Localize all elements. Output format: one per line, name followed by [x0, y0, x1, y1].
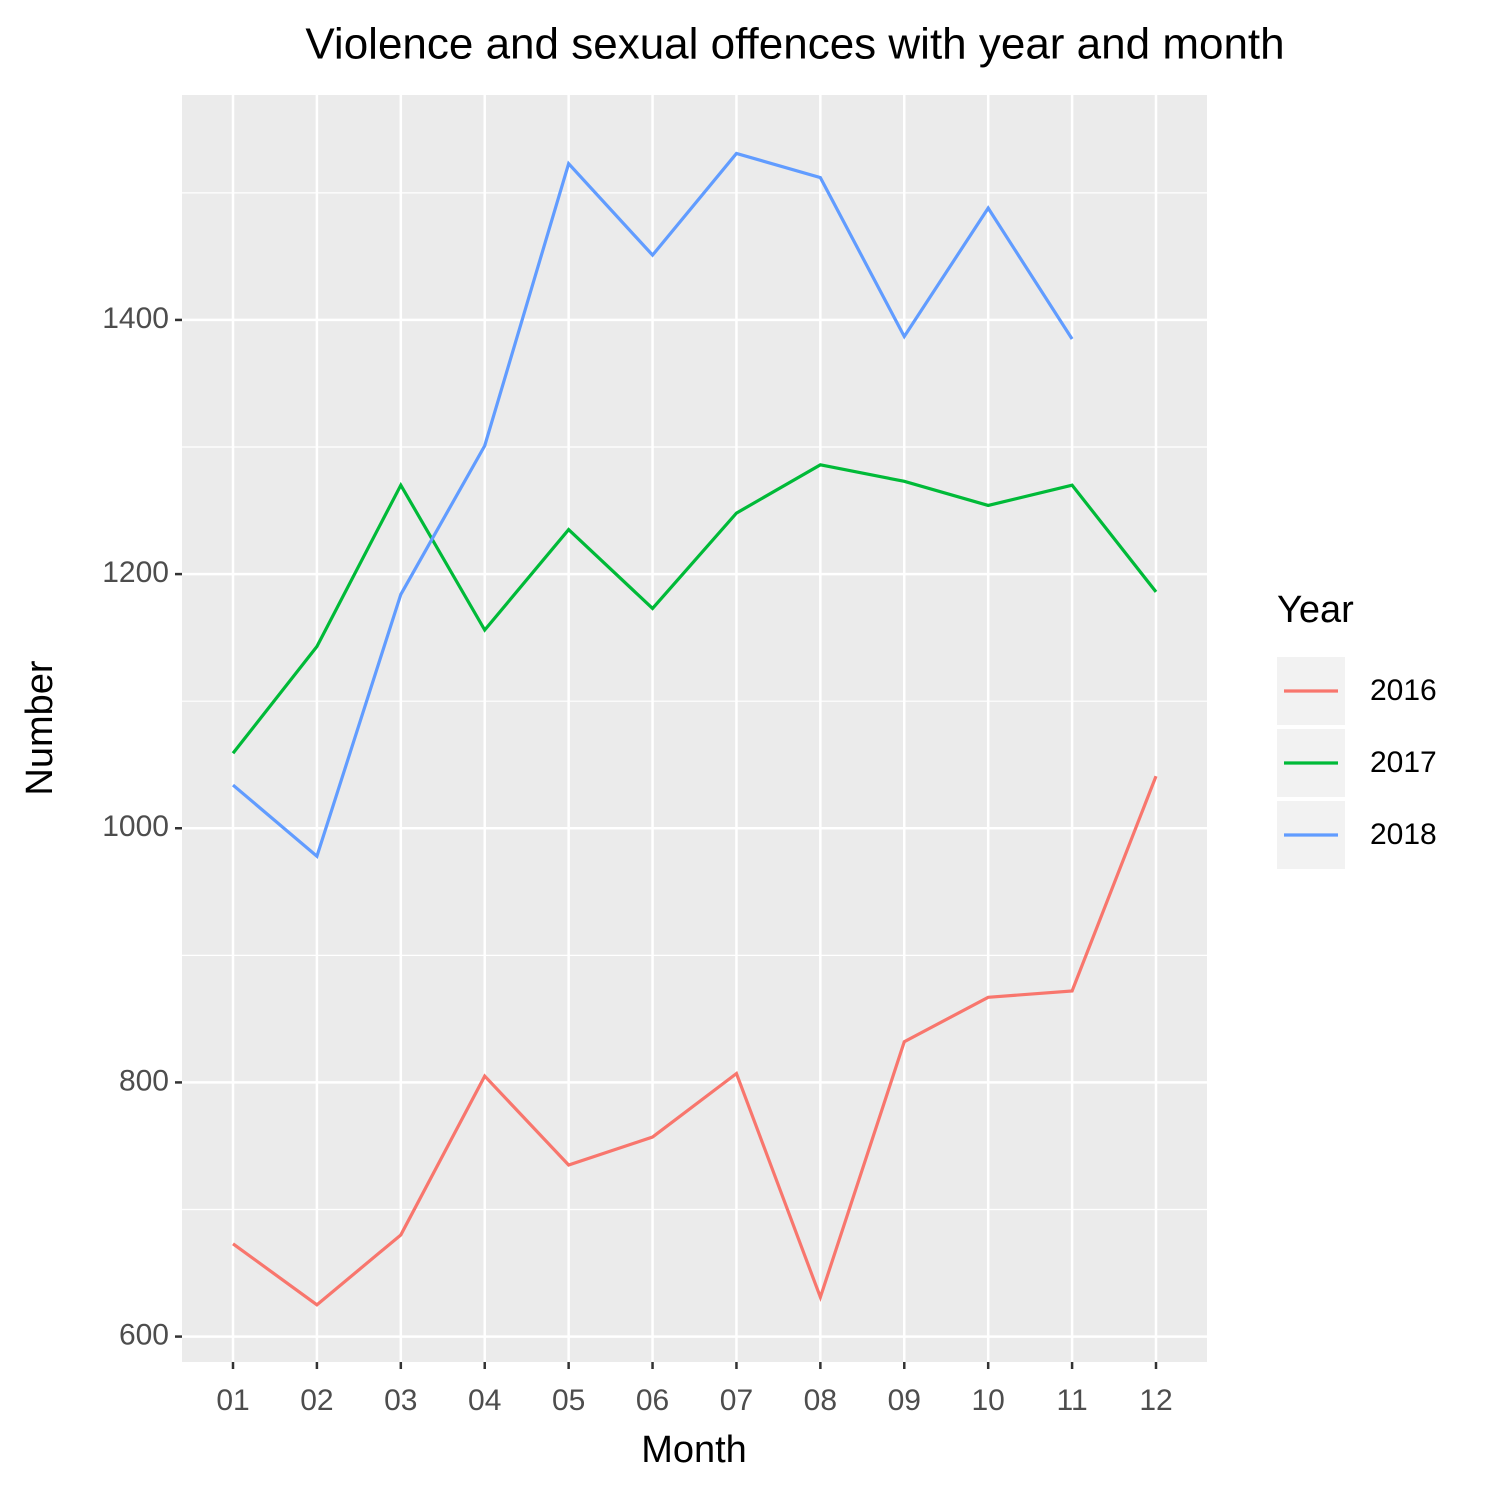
x-tick-label: 09 — [888, 1384, 921, 1417]
x-axis-label: Month — [641, 1429, 747, 1471]
line-series — [232, 775, 1158, 1307]
panel — [182, 95, 1207, 1362]
x-tick-label: 01 — [216, 1384, 249, 1417]
y-tick-label: 1200 — [102, 556, 169, 589]
x-tick-label: 12 — [1139, 1384, 1172, 1417]
legend-title: Year — [1277, 589, 1354, 631]
x-tick-label: 06 — [636, 1384, 669, 1417]
y-axis-label: Number — [19, 660, 61, 795]
y-tick-label: 800 — [119, 1064, 169, 1097]
x-tick-label: 11 — [1057, 1384, 1088, 1417]
x-tick-label: 02 — [300, 1384, 333, 1417]
x-tick-label: 07 — [720, 1384, 753, 1417]
chart-title: Violence and sexual offences with year a… — [305, 20, 1284, 69]
x-tick-label: 05 — [552, 1384, 585, 1417]
legend-label: 2018 — [1370, 818, 1437, 851]
line-series — [231, 151, 1074, 859]
y-tick-label: 1400 — [102, 302, 169, 335]
legend-label: 2017 — [1370, 746, 1437, 779]
x-tick-label: 03 — [384, 1384, 417, 1417]
line-series — [231, 463, 1158, 755]
x-tick-label: 10 — [971, 1384, 1004, 1417]
x-tick-label: 04 — [468, 1384, 501, 1417]
legend-label: 2016 — [1370, 674, 1437, 707]
y-tick-label: 600 — [119, 1319, 169, 1352]
x-tick-label: 08 — [804, 1384, 837, 1417]
y-tick-label: 1000 — [102, 810, 169, 843]
